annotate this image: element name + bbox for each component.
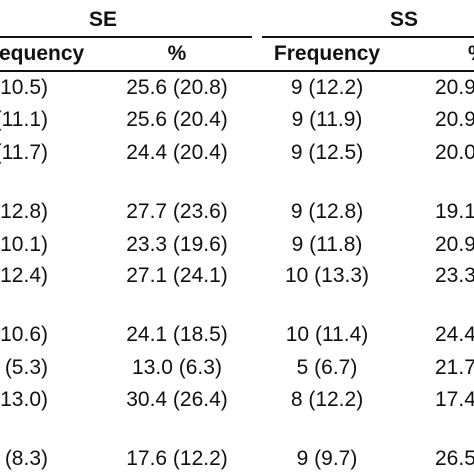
col-header-ss-percent: % bbox=[468, 42, 474, 66]
cell-se-percent: 24.4 (20.4) bbox=[126, 141, 228, 164]
cell-se-percent: 30.4 (26.4) bbox=[126, 388, 228, 411]
header-rule bbox=[0, 70, 474, 72]
cell-se-frequency: 20 (10.6) bbox=[0, 323, 48, 346]
cell-ss-frequency: 9 (12.2) bbox=[290, 76, 364, 99]
cell-ss-percent: 24.4 bbox=[435, 323, 474, 346]
cell-ss-frequency: 9 (12.5) bbox=[290, 141, 364, 164]
cell-se-percent: 23.3 (19.6) bbox=[126, 233, 228, 256]
cell-se-percent: 17.6 (12.2) bbox=[126, 447, 228, 470]
cell-se-frequency: 21 (11.7) bbox=[0, 141, 48, 164]
cell-ss-frequency: 8 (12.2) bbox=[290, 388, 364, 411]
cell-se-frequency: 20 (10.1) bbox=[0, 233, 48, 256]
cell-se-frequency: 13 (5.3) bbox=[0, 356, 48, 379]
cell-ss-percent: 20.9 bbox=[435, 108, 474, 131]
cell-ss-frequency: 9 (9.7) bbox=[296, 447, 358, 470]
col-header-se-frequency: Frequency bbox=[0, 42, 85, 65]
group-header-ss: SS bbox=[390, 8, 419, 31]
cell-ss-frequency: 9 (12.8) bbox=[290, 200, 364, 223]
col-header-ss-frequency: Frequency bbox=[273, 42, 381, 65]
cell-se-percent: 25.6 (20.8) bbox=[126, 76, 228, 99]
cell-se-frequency: 21 (10.5) bbox=[0, 76, 48, 99]
cell-ss-percent: 23.3 bbox=[435, 264, 474, 287]
cell-se-frequency: 16 (8.3) bbox=[0, 447, 48, 470]
cell-se-percent: 27.7 (23.6) bbox=[126, 200, 228, 223]
cell-ss-frequency: 10 (11.4) bbox=[285, 323, 369, 346]
cell-ss-percent: 17.4 bbox=[435, 388, 474, 411]
cell-se-percent: 27.1 (24.1) bbox=[126, 264, 228, 287]
cell-se-percent: 13.0 (6.3) bbox=[132, 356, 222, 379]
cell-ss-percent: 21.7 bbox=[435, 356, 474, 379]
cell-se-frequency: 24 (13.0) bbox=[0, 388, 48, 411]
se-group-rule bbox=[0, 36, 252, 38]
cell-ss-percent: 26.5 bbox=[435, 447, 474, 470]
cell-se-frequency: 21 (11.1) bbox=[0, 108, 48, 131]
cell-ss-percent: 19.1 bbox=[435, 200, 474, 223]
cell-ss-frequency: 5 (6.7) bbox=[296, 356, 358, 379]
cell-se-frequency: 23 (12.4) bbox=[0, 264, 48, 287]
cell-ss-percent: 20.9 bbox=[435, 233, 474, 256]
group-header-se: SE bbox=[89, 8, 118, 31]
cell-se-percent: 24.1 (18.5) bbox=[126, 323, 228, 346]
ss-group-rule bbox=[262, 36, 474, 38]
col-header-se-percent: % bbox=[167, 42, 187, 65]
cell-se-frequency: 23 (12.8) bbox=[0, 200, 48, 223]
cell-ss-frequency: 9 (11.9) bbox=[291, 108, 363, 131]
cell-se-percent: 25.6 (20.4) bbox=[126, 108, 228, 131]
cell-ss-percent: 20.9 bbox=[435, 76, 474, 99]
cell-ss-frequency: 9 (11.8) bbox=[291, 233, 363, 256]
cell-ss-frequency: 10 (13.3) bbox=[284, 264, 370, 287]
cell-ss-percent: 20.0 bbox=[435, 141, 474, 164]
